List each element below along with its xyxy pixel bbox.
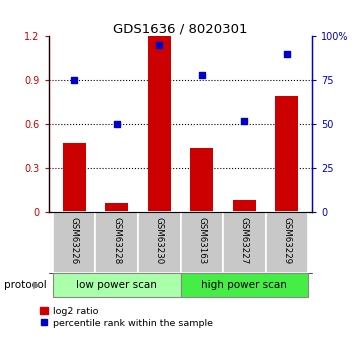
Title: GDS1636 / 8020301: GDS1636 / 8020301 [113,22,248,35]
Text: high power scan: high power scan [201,280,287,290]
Bar [223,212,265,273]
Point [284,51,290,57]
Text: ▶: ▶ [33,280,41,290]
Bar [180,273,308,297]
Point [156,42,162,48]
Point [199,72,205,78]
Text: protocol: protocol [4,280,46,290]
Bar [105,203,129,212]
Legend: log2 ratio, percentile rank within the sample: log2 ratio, percentile rank within the s… [39,306,214,329]
Bar [180,212,223,273]
Bar [190,148,213,212]
Bar [148,35,171,212]
Point [242,118,247,124]
Bar [96,212,138,273]
Bar [53,212,96,273]
Text: GSM63229: GSM63229 [282,217,291,264]
Bar [53,273,180,297]
Point [114,121,119,127]
Text: GSM63227: GSM63227 [240,217,249,264]
Text: GSM63163: GSM63163 [197,217,206,264]
Text: GSM63228: GSM63228 [112,217,121,264]
Text: low power scan: low power scan [76,280,157,290]
Bar [265,212,308,273]
Bar [232,200,256,212]
Bar [62,143,86,212]
Text: GSM63230: GSM63230 [155,217,164,264]
Text: GSM63226: GSM63226 [70,217,79,264]
Bar [138,212,180,273]
Point [71,77,77,83]
Bar [275,96,299,212]
